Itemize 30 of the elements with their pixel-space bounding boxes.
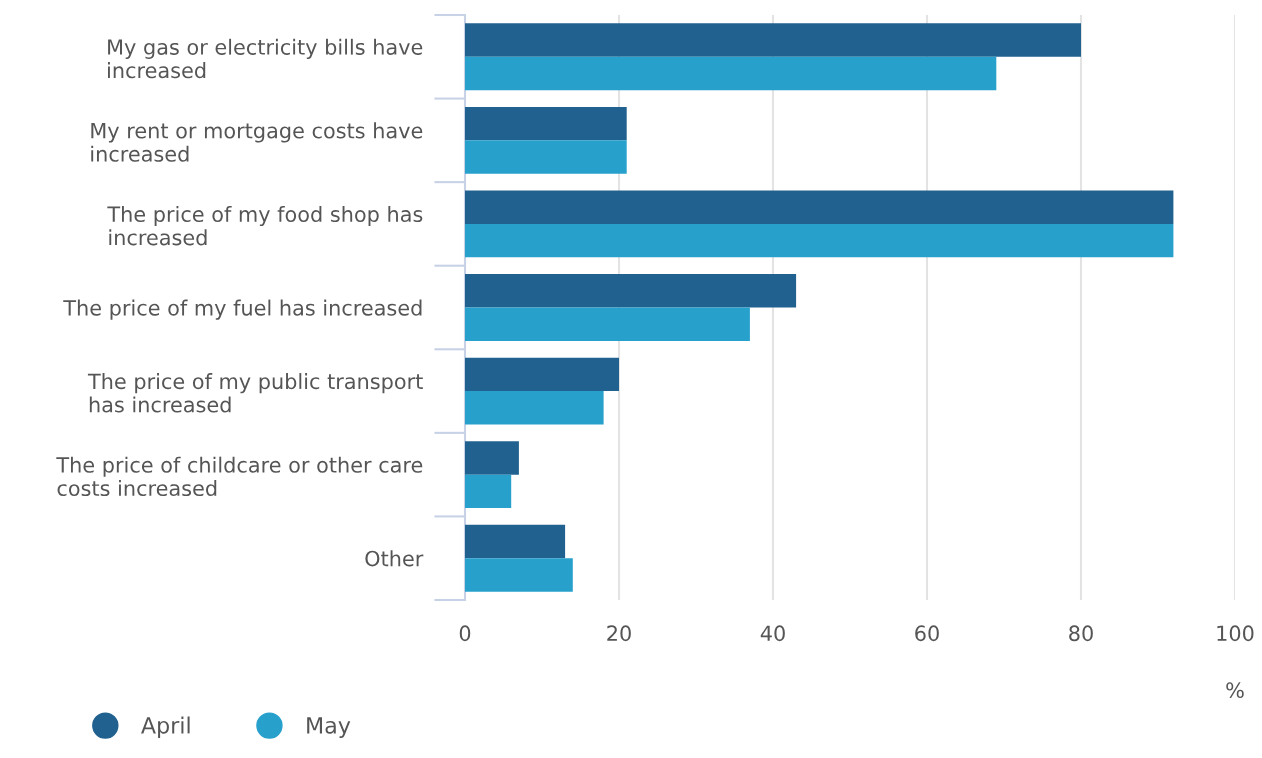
- x-tick-label: 20: [607, 625, 631, 642]
- bar: [465, 274, 797, 308]
- y-tick-label: My rent or mortgage costs have increased: [91, 122, 423, 162]
- bar: [465, 357, 619, 392]
- x-tick-label: 100: [1217, 625, 1254, 642]
- y-tick-label: The price of my public transport has increased: [87, 373, 423, 413]
- y-tick-label: Other: [365, 550, 424, 567]
- bar: [465, 106, 627, 141]
- x-tick-label: 0: [459, 625, 471, 642]
- bar: [465, 190, 1174, 224]
- bar: [465, 56, 997, 91]
- legend-label: May: [307, 717, 351, 738]
- legend-label: April: [141, 716, 190, 738]
- bar: [465, 474, 512, 509]
- bar: [465, 391, 604, 425]
- bar: [465, 524, 566, 559]
- bar: [465, 23, 1081, 57]
- bar: [465, 441, 519, 475]
- bar: [465, 140, 627, 174]
- bar: [465, 223, 1174, 258]
- x-tick-label: 80: [1069, 625, 1093, 642]
- y-tick-label: The price of my food shop has increased: [107, 205, 423, 246]
- x-tick-label: 60: [915, 625, 939, 642]
- x-tick-label: 40: [760, 625, 785, 642]
- bar: [465, 307, 750, 341]
- y-tick-label: The price of childcare or other care costs increased: [56, 456, 423, 497]
- y-tick-label: The price of my fuel has increased: [63, 299, 422, 320]
- y-tick-label: My gas or electricity bills have increased: [108, 38, 423, 79]
- x-axis-title: %: [1226, 682, 1244, 699]
- bar: [465, 558, 573, 592]
